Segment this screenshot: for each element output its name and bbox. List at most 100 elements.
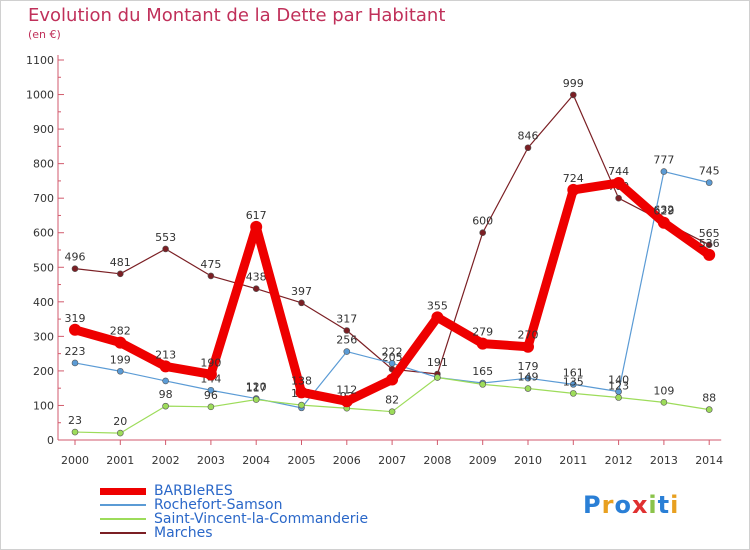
data-label: 138	[291, 374, 312, 387]
data-label: 744	[608, 165, 629, 178]
x-tick-label: 2014	[695, 454, 723, 467]
data-label: 149	[518, 371, 539, 384]
data-label: 82	[385, 394, 399, 407]
chart-subtitle: (en €)	[28, 28, 61, 41]
logo-letter: o	[614, 491, 632, 519]
data-label: 355	[427, 299, 448, 312]
data-label: 96	[204, 389, 218, 402]
data-label: 999	[563, 77, 584, 90]
data-point	[569, 91, 577, 99]
data-point	[569, 390, 577, 397]
data-label: 475	[200, 258, 221, 271]
legend-item: BARBIeRES	[100, 484, 368, 498]
data-point	[524, 144, 532, 152]
data-point	[162, 245, 169, 253]
data-point	[69, 323, 81, 336]
data-label: 190	[200, 356, 221, 369]
data-point	[340, 395, 353, 408]
data-label: 481	[110, 256, 131, 269]
data-point	[388, 408, 396, 415]
x-tick-label: 2012	[605, 454, 633, 467]
x-tick-label: 2001	[106, 454, 134, 467]
data-label: 629	[653, 205, 674, 218]
data-label: 179	[518, 360, 539, 373]
data-point	[657, 216, 670, 229]
data-point	[431, 311, 444, 324]
data-label: 319	[65, 312, 86, 325]
data-point	[388, 360, 396, 367]
data-point	[343, 348, 351, 355]
legend-item: Rochefort-Samson	[100, 498, 368, 512]
logo-letter: i	[648, 491, 658, 519]
data-point	[524, 374, 532, 382]
data-point	[298, 299, 305, 307]
y-tick-label: 100	[33, 399, 54, 412]
legend-item: Marches	[100, 526, 368, 540]
x-tick-label: 2004	[242, 454, 270, 467]
data-point	[479, 381, 487, 388]
x-tick-label: 2007	[378, 454, 406, 467]
data-label: 109	[653, 384, 674, 397]
logo-letter: r	[601, 491, 615, 519]
data-point	[71, 265, 79, 272]
data-point	[615, 394, 622, 401]
data-label: 88	[702, 392, 716, 405]
data-point	[207, 386, 215, 394]
data-point	[615, 194, 622, 202]
data-point	[705, 179, 713, 186]
data-label: 397	[291, 285, 312, 298]
legend-label: Rochefort-Samson	[154, 496, 283, 513]
data-point	[705, 241, 713, 249]
data-point	[252, 285, 260, 292]
data-label: 846	[518, 130, 539, 143]
data-label: 117	[246, 382, 267, 395]
legend-swatch	[100, 504, 146, 506]
data-point	[703, 248, 716, 261]
x-tick-label: 2002	[152, 454, 180, 467]
data-point	[207, 272, 215, 280]
x-tick-label: 2009	[469, 454, 497, 467]
y-tick-label: 200	[33, 365, 54, 378]
data-label: 165	[472, 365, 493, 378]
y-tick-label: 1100	[26, 54, 54, 67]
data-label: 565	[699, 227, 720, 240]
data-label: 282	[110, 325, 131, 338]
data-point	[479, 229, 487, 237]
data-label: 617	[246, 209, 267, 222]
data-point	[295, 386, 308, 399]
data-point	[298, 401, 305, 409]
data-label: 536	[699, 237, 720, 250]
x-tick-label: 2003	[197, 454, 225, 467]
data-point	[476, 337, 489, 350]
data-label: 256	[336, 334, 357, 347]
data-label: 222	[382, 345, 403, 358]
data-label: 135	[563, 375, 584, 388]
data-point	[117, 270, 124, 278]
x-tick-label: 2010	[514, 454, 542, 467]
logo-letter: x	[631, 491, 649, 519]
data-label: 223	[65, 345, 86, 358]
data-label: 199	[110, 353, 131, 366]
logo-letter: P	[583, 491, 602, 519]
legend-item: Saint-Vincent-la-Commanderie	[100, 512, 368, 526]
y-tick-label: 600	[33, 227, 54, 240]
data-point	[250, 220, 263, 233]
data-label: 213	[155, 348, 176, 361]
data-point	[162, 402, 169, 410]
data-label: 724	[563, 172, 584, 185]
data-label: 20	[113, 415, 127, 428]
y-tick-label: 800	[33, 158, 54, 171]
data-point	[522, 340, 534, 353]
legend-swatch	[100, 518, 146, 520]
data-point	[252, 396, 260, 403]
data-label: 120	[246, 381, 267, 394]
x-tick-label: 2013	[650, 454, 678, 467]
data-label: 553	[155, 231, 176, 244]
x-tick-label: 2008	[423, 454, 451, 467]
y-tick-label: 300	[33, 330, 54, 343]
data-point	[117, 429, 124, 437]
data-point	[660, 168, 668, 175]
y-tick-label: 900	[33, 123, 54, 136]
